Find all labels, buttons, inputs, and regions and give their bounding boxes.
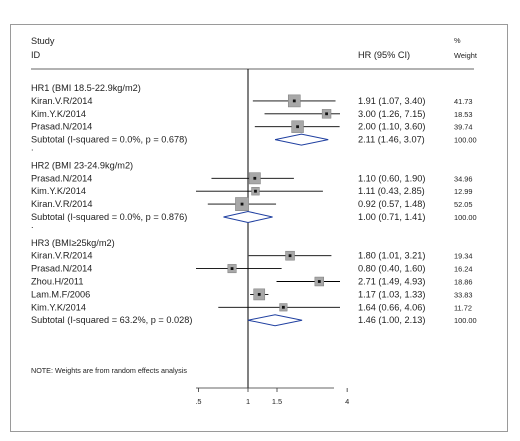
header-study: Study	[31, 36, 55, 46]
weight-value: 19.34	[454, 252, 473, 261]
point-estimate	[296, 125, 299, 129]
study-label: Kim.Y.K/2014	[31, 109, 86, 119]
x-axis-ticks: .5 1 1.5 4	[195, 388, 349, 406]
weight-value: 33.83	[454, 290, 473, 299]
point-estimate	[288, 254, 292, 258]
study-label: Lam.M.F/2006	[31, 289, 90, 299]
x-tick-label: 4	[345, 397, 349, 406]
study-label: Kim.Y.K/2014	[31, 186, 86, 196]
hr-ci-value: 2.00 (1.10, 3.60)	[358, 122, 425, 132]
study-label: Kiran.V.R/2014	[31, 96, 92, 106]
x-tick-label: 1.5	[272, 397, 282, 406]
subtotal-diamond	[274, 133, 329, 146]
study-label: Zhou.H/2011	[31, 277, 83, 287]
chart-frame	[10, 24, 508, 432]
group-title: HR3 (BMI≥25kg/m2)	[31, 238, 115, 248]
weight-value: 11.72	[454, 303, 472, 312]
subtotal-label: Subtotal (I-squared = 0.0%, p = 0.678)	[31, 135, 187, 145]
group-title: HR1 (BMI 18.5-22.9kg/m2)	[31, 83, 141, 93]
hr-ci-value: 1.64 (0.66, 4.06)	[358, 302, 425, 312]
point-estimate	[281, 305, 285, 309]
header-hr-ci: HR (95% CI)	[358, 50, 410, 60]
hr-ci-value: 1.91 (1.07, 3.40)	[358, 96, 425, 106]
weight-value: 52.05	[454, 200, 473, 209]
weight-value: 18.86	[454, 278, 473, 287]
weight-value: 39.74	[454, 123, 473, 132]
header-weight: Weight	[454, 51, 477, 60]
group-separator: .	[31, 220, 34, 230]
subtotal-label: Subtotal (I-squared = 0.0%, p = 0.876)	[31, 212, 187, 222]
subtotal-weight: 100.00	[454, 213, 477, 222]
point-estimate	[325, 112, 328, 116]
hr-ci-value: 0.80 (0.40, 1.60)	[358, 264, 425, 274]
point-estimate	[240, 202, 244, 206]
hr-ci-value: 2.71 (1.49, 4.93)	[358, 277, 425, 287]
subtotal-hr-ci: 2.11 (1.46, 3.07)	[358, 135, 425, 145]
x-tick-label: .5	[195, 397, 201, 406]
point-estimate	[253, 176, 257, 180]
hr-ci-value: 0.92 (0.57, 1.48)	[358, 199, 425, 209]
point-estimate	[230, 267, 234, 270]
forest-rows: HR1 (BMI 18.5-22.9kg/m2) Kiran.V.R/2014 1.…	[31, 83, 477, 327]
weight-value: 18.53	[454, 110, 473, 119]
x-tick-label: 1	[246, 397, 250, 406]
hr-ci-value: 1.80 (1.01, 3.21)	[358, 251, 425, 261]
study-label: Prasad.N/2014	[31, 264, 92, 274]
subtotal-diamond	[223, 210, 273, 224]
weight-value: 34.96	[454, 174, 473, 183]
subtotal-weight: 100.00	[454, 316, 477, 325]
point-estimate	[257, 293, 261, 296]
group-separator: .	[31, 143, 34, 153]
study-label: Kiran.V.R/2014	[31, 251, 92, 261]
footnote: NOTE: Weights are from random effects an…	[31, 366, 187, 375]
study-label: Kim.Y.K/2014	[31, 302, 86, 312]
header-id: ID	[31, 50, 41, 60]
subtotal-weight: 100.00	[454, 136, 477, 145]
hr-ci-value: 1.10 (0.60, 1.90)	[358, 173, 425, 183]
group-title: HR2 (BMI 23-24.9kg/m2)	[31, 160, 133, 170]
study-label: Prasad.N/2014	[31, 122, 92, 132]
hr-ci-value: 1.17 (1.03, 1.33)	[358, 289, 425, 299]
hr-ci-value: 3.00 (1.26, 7.15)	[358, 109, 425, 119]
weight-value: 12.99	[454, 187, 473, 196]
weight-value: 41.73	[454, 97, 473, 106]
subtotal-diamond	[247, 314, 303, 327]
hr-ci-value: 1.11 (0.43, 2.85)	[358, 186, 425, 196]
study-label: Prasad.N/2014	[31, 173, 92, 183]
subtotal-hr-ci: 1.00 (0.71, 1.41)	[358, 212, 425, 222]
weight-value: 16.24	[454, 265, 473, 274]
point-estimate	[292, 99, 296, 103]
point-estimate	[317, 280, 321, 283]
study-label: Kiran.V.R/2014	[31, 199, 92, 209]
subtotal-label: Subtotal (I-squared = 63.2%, p = 0.028)	[31, 315, 192, 325]
header-weight-percent: %	[454, 36, 461, 45]
subtotal-hr-ci: 1.46 (1.00, 2.13)	[358, 315, 425, 325]
point-estimate	[254, 189, 257, 193]
